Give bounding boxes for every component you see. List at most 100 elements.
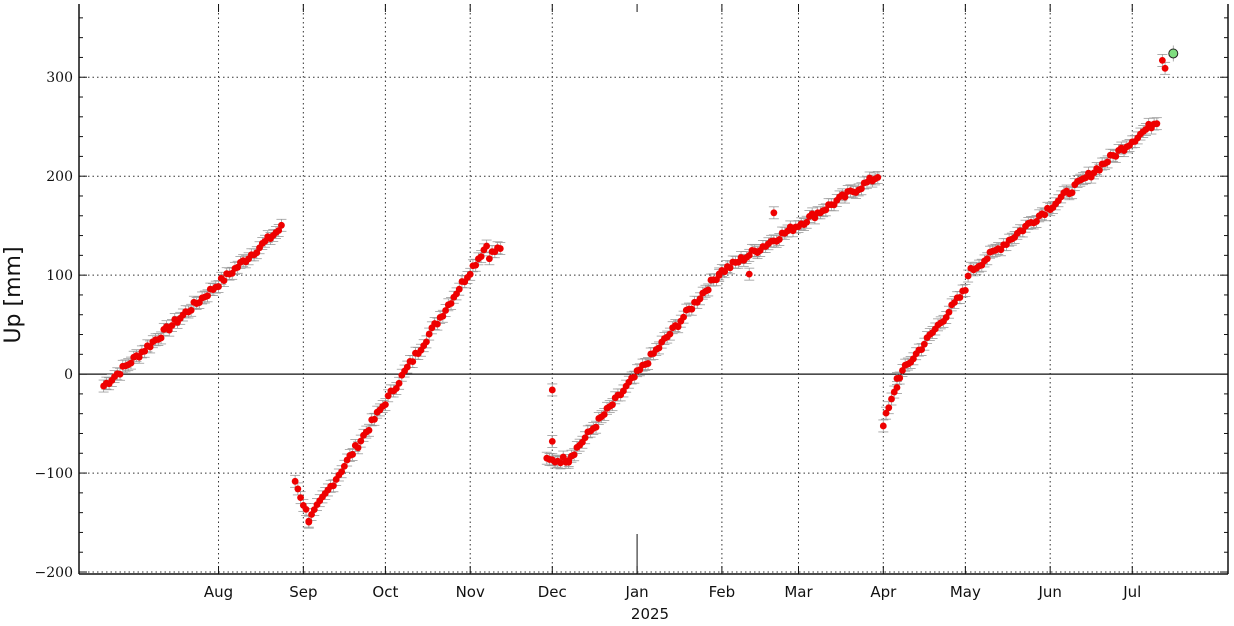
- data-point: [1068, 189, 1076, 197]
- data-point: [433, 320, 441, 328]
- x-tick-label: Jul: [1122, 583, 1141, 601]
- data-point: [141, 347, 149, 355]
- data-point: [644, 360, 652, 367]
- y-tick-labels: −200 −100 0 100 200 300: [35, 70, 73, 581]
- grid: [79, 4, 1228, 574]
- data-point: [704, 286, 712, 294]
- data-point: [745, 251, 753, 259]
- data-point: [294, 485, 302, 493]
- data-point: [305, 518, 313, 526]
- data-point: [423, 338, 430, 346]
- data-point: [1161, 64, 1169, 72]
- data-point: [439, 312, 447, 320]
- x-tick-labels: Aug Sep Oct Nov Dec Jan Feb Mar Apr May Jun Jul: [204, 583, 1141, 601]
- data-point: [291, 477, 299, 485]
- data-point: [600, 411, 608, 418]
- data-point: [349, 451, 356, 458]
- data-point: [168, 322, 176, 329]
- data-point: [811, 214, 819, 222]
- y-tick-label: 100: [46, 268, 73, 284]
- data-point: [215, 283, 222, 290]
- data-point: [770, 209, 778, 217]
- data-point: [485, 255, 493, 263]
- data-point: [204, 292, 211, 300]
- data-point: [330, 482, 337, 490]
- data-point: [879, 422, 887, 430]
- data-point: [135, 353, 143, 361]
- data-point: [803, 218, 811, 226]
- data-point: [885, 404, 893, 412]
- data-point: [557, 459, 564, 467]
- data-point: [858, 185, 865, 193]
- data-point: [187, 306, 195, 314]
- data-point: [1033, 218, 1040, 225]
- x-tick-label: Apr: [870, 583, 897, 601]
- data-point: [384, 392, 392, 400]
- data-point: [570, 451, 578, 459]
- latest-data-point: [1168, 48, 1179, 59]
- data-point: [655, 344, 663, 352]
- data-point: [909, 355, 917, 363]
- x-tick-label: May: [950, 583, 981, 601]
- y-tick-label: −200: [35, 565, 73, 581]
- plot-background: [79, 4, 1228, 574]
- data-point: [1112, 152, 1120, 160]
- data-point: [961, 286, 969, 294]
- data-point: [888, 395, 895, 403]
- data-point: [841, 193, 849, 201]
- data-point: [403, 363, 411, 371]
- x-tick-label: Dec: [538, 583, 567, 601]
- data-point: [896, 374, 904, 382]
- x-tick-label: Aug: [204, 583, 233, 601]
- x-tick-label: Sep: [289, 583, 317, 601]
- data-point: [666, 330, 674, 338]
- data-point: [340, 462, 348, 470]
- data-point: [882, 409, 890, 417]
- data-point: [983, 255, 991, 263]
- data-point: [1153, 120, 1161, 128]
- data-point: [696, 295, 704, 303]
- data-point: [354, 444, 362, 452]
- data-point: [548, 437, 556, 445]
- data-point: [395, 379, 403, 387]
- data-point: [893, 384, 901, 391]
- data-point: [466, 270, 474, 278]
- data-point: [253, 249, 261, 257]
- data-point: [874, 174, 882, 181]
- data-point: [1041, 211, 1049, 219]
- data-point: [715, 271, 723, 279]
- x-axis-label: 2025: [631, 605, 669, 623]
- data-point: [680, 313, 687, 321]
- data-point: [721, 268, 729, 276]
- data-point: [1158, 57, 1166, 64]
- data-point: [455, 285, 463, 293]
- data-point: [310, 506, 318, 514]
- data-point: [371, 415, 378, 423]
- data-point: [146, 343, 154, 351]
- data-point: [442, 307, 449, 314]
- data-point: [409, 358, 417, 366]
- data-point: [297, 494, 304, 502]
- y-tick-label: −100: [35, 466, 73, 482]
- x-tick-label: Feb: [709, 583, 736, 601]
- data-point: [581, 434, 589, 442]
- data-point: [775, 236, 783, 243]
- data-point: [220, 277, 228, 285]
- y-axis-label: Up [mm]: [1, 246, 26, 343]
- data-point: [1142, 126, 1150, 133]
- data-point: [483, 242, 491, 250]
- data-point: [357, 437, 365, 445]
- x-tick-label: Jun: [1037, 583, 1061, 601]
- data-point: [447, 300, 455, 307]
- data-point: [228, 269, 236, 277]
- y-tick-label: 200: [46, 169, 73, 185]
- data-point: [942, 314, 950, 321]
- data-point: [365, 426, 373, 434]
- data-point: [726, 264, 734, 272]
- data-point: [302, 505, 310, 513]
- data-points: [100, 48, 1179, 526]
- data-point: [1096, 166, 1103, 174]
- data-point: [477, 253, 485, 261]
- data-point: [964, 272, 972, 280]
- y-tick-label: 0: [64, 367, 73, 383]
